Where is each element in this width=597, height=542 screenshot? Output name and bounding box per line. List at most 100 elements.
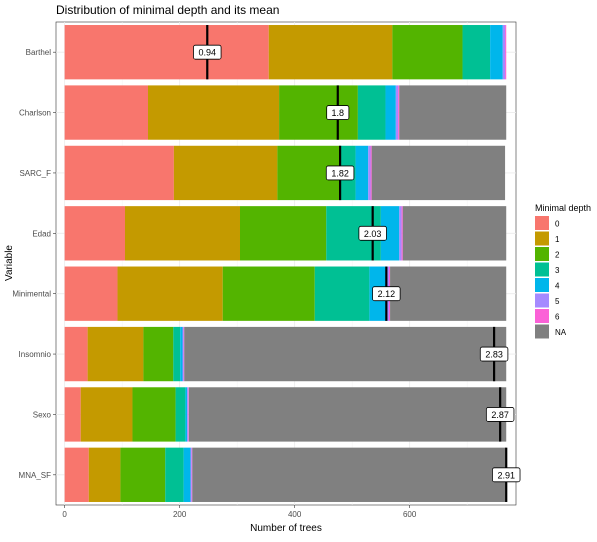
- bar-insomnio-depth-0: [64, 326, 88, 382]
- y-tick-label: Charlson: [19, 109, 51, 118]
- bar-minimental-depth-na: [390, 266, 507, 321]
- bar-barthel-depth-1: [268, 25, 393, 80]
- x-tick-label: 200: [173, 510, 187, 519]
- bar-sarc-f-depth-5: [368, 145, 371, 201]
- legend-swatch-5: [535, 293, 549, 308]
- legend-label: 4: [555, 282, 560, 291]
- mean-label: 2.91: [497, 470, 515, 480]
- y-tick-label: Edad: [32, 229, 51, 238]
- bar-sexo-depth-6: [188, 387, 189, 442]
- mean-label-box: [372, 286, 401, 302]
- bar-mna-sf-depth-6: [191, 447, 193, 502]
- legend-swatch-na: [535, 324, 549, 339]
- bar-insomnio-depth-1: [87, 326, 144, 382]
- bar-charlson-depth-4: [385, 85, 396, 140]
- mean-label: 2.03: [364, 229, 382, 239]
- mean-label-box: [479, 346, 509, 362]
- x-axis-title: Number of trees: [250, 523, 322, 534]
- bar-sarc-f-depth-6: [370, 145, 372, 201]
- y-tick-label: Insomnio: [19, 350, 52, 359]
- bar-edad-depth-0: [64, 206, 125, 261]
- bar-sarc-f-depth-1: [173, 145, 278, 201]
- bar-insomnio-depth-3: [173, 326, 181, 382]
- bar-sexo-depth-2: [132, 387, 176, 442]
- mean-label-box: [358, 225, 387, 241]
- bar-charlson-depth-5: [395, 85, 399, 140]
- bar-mna-sf-depth-2: [120, 447, 166, 502]
- mean-label: 2.87: [491, 410, 509, 420]
- legend: Minimal depth 0 1 2 3 4 5 6 NA: [535, 203, 591, 339]
- bar-edad-depth-1: [125, 206, 240, 261]
- y-tick-label: MNA_SF: [19, 471, 52, 480]
- legend-label: 3: [555, 266, 560, 275]
- mean-label-box: [492, 467, 521, 483]
- bar-mna-sf-depth-5: [190, 447, 192, 502]
- legend-label: 5: [555, 297, 560, 306]
- legend-swatch-4: [535, 278, 549, 292]
- legend-label: 0: [555, 220, 560, 229]
- bar-sexo-depth-0: [64, 387, 81, 442]
- bar-edad-depth-4: [380, 206, 400, 261]
- legend-swatch-3: [535, 262, 549, 277]
- bar-edad-depth-6: [401, 206, 403, 261]
- legend-swatch-6: [535, 309, 549, 323]
- mean-label: 2.83: [485, 350, 503, 360]
- bar-insomnio-depth-4: [180, 326, 183, 382]
- bar-barthel-depth-6: [505, 25, 507, 80]
- bar-edad-depth-na: [402, 206, 507, 261]
- y-axis: Barthel Charlson SARC_F Edad Minimental Insom…: [12, 48, 56, 480]
- bar-mna-sf-depth-0: [64, 447, 89, 502]
- bar-insomnio-depth-na: [184, 326, 507, 382]
- bar-barthel-depth-2: [392, 25, 463, 80]
- bar-barthel-depth-5: [502, 25, 506, 80]
- bar-minimental-depth-1: [117, 266, 223, 321]
- mean-label: 1.8: [332, 108, 345, 118]
- x-tick-label: 400: [288, 510, 302, 519]
- bar-sexo-depth-5: [187, 387, 189, 442]
- bar-sarc-f-depth-4: [355, 145, 369, 201]
- y-tick-label: Sexo: [33, 410, 52, 419]
- mean-label-box: [325, 165, 355, 181]
- mean-label: 1.82: [331, 168, 349, 178]
- bar-edad-depth-5: [399, 206, 402, 261]
- bar-sarc-f-depth-0: [64, 145, 174, 201]
- y-axis-title: Variable: [4, 245, 15, 281]
- y-tick-label: Minimental: [12, 290, 51, 299]
- bar-mna-sf-depth-na: [192, 447, 507, 502]
- bar-sarc-f-depth-na: [371, 145, 506, 201]
- y-tick-label: Barthel: [26, 48, 52, 57]
- x-tick-label: 0: [62, 510, 67, 519]
- chart-title: Distribution of minimal depth and its me…: [56, 3, 279, 17]
- bar-barthel-depth-4: [490, 25, 503, 80]
- mean-label: 2.12: [378, 289, 396, 299]
- bar-sexo-depth-1: [80, 387, 133, 442]
- bars-group: [64, 25, 507, 502]
- legend-swatch-1: [535, 231, 549, 246]
- legend-label: NA: [555, 328, 567, 337]
- bar-sexo-depth-3: [175, 387, 186, 442]
- bar-mna-sf-depth-1: [88, 447, 121, 502]
- bar-charlson-depth-6: [398, 85, 400, 140]
- legend-label: 1: [555, 235, 560, 244]
- mean-label-box: [485, 407, 515, 422]
- bar-barthel-depth-0: [64, 25, 269, 80]
- mean-label-box: [193, 44, 222, 60]
- bar-edad-depth-2: [240, 206, 327, 261]
- bar-sexo-depth-4: [185, 387, 188, 442]
- legend-label: 6: [555, 313, 560, 322]
- legend-swatch-2: [535, 247, 549, 261]
- bar-insomnio-depth-6: [183, 326, 185, 382]
- bar-charlson-depth-3: [357, 85, 386, 140]
- bar-sexo-depth-na: [188, 387, 507, 442]
- x-tick-label: 600: [403, 510, 417, 519]
- mean-label: 0.94: [199, 48, 217, 58]
- x-axis: 0 200 400 600: [62, 505, 417, 519]
- bar-mna-sf-depth-3: [165, 447, 184, 502]
- legend-swatch-0: [535, 216, 549, 230]
- bar-barthel-depth-3: [462, 25, 491, 80]
- bar-insomnio-depth-2: [143, 326, 174, 382]
- bar-charlson-depth-0: [64, 85, 148, 140]
- bar-insomnio-depth-5: [182, 326, 184, 382]
- bar-mna-sf-depth-4: [183, 447, 191, 502]
